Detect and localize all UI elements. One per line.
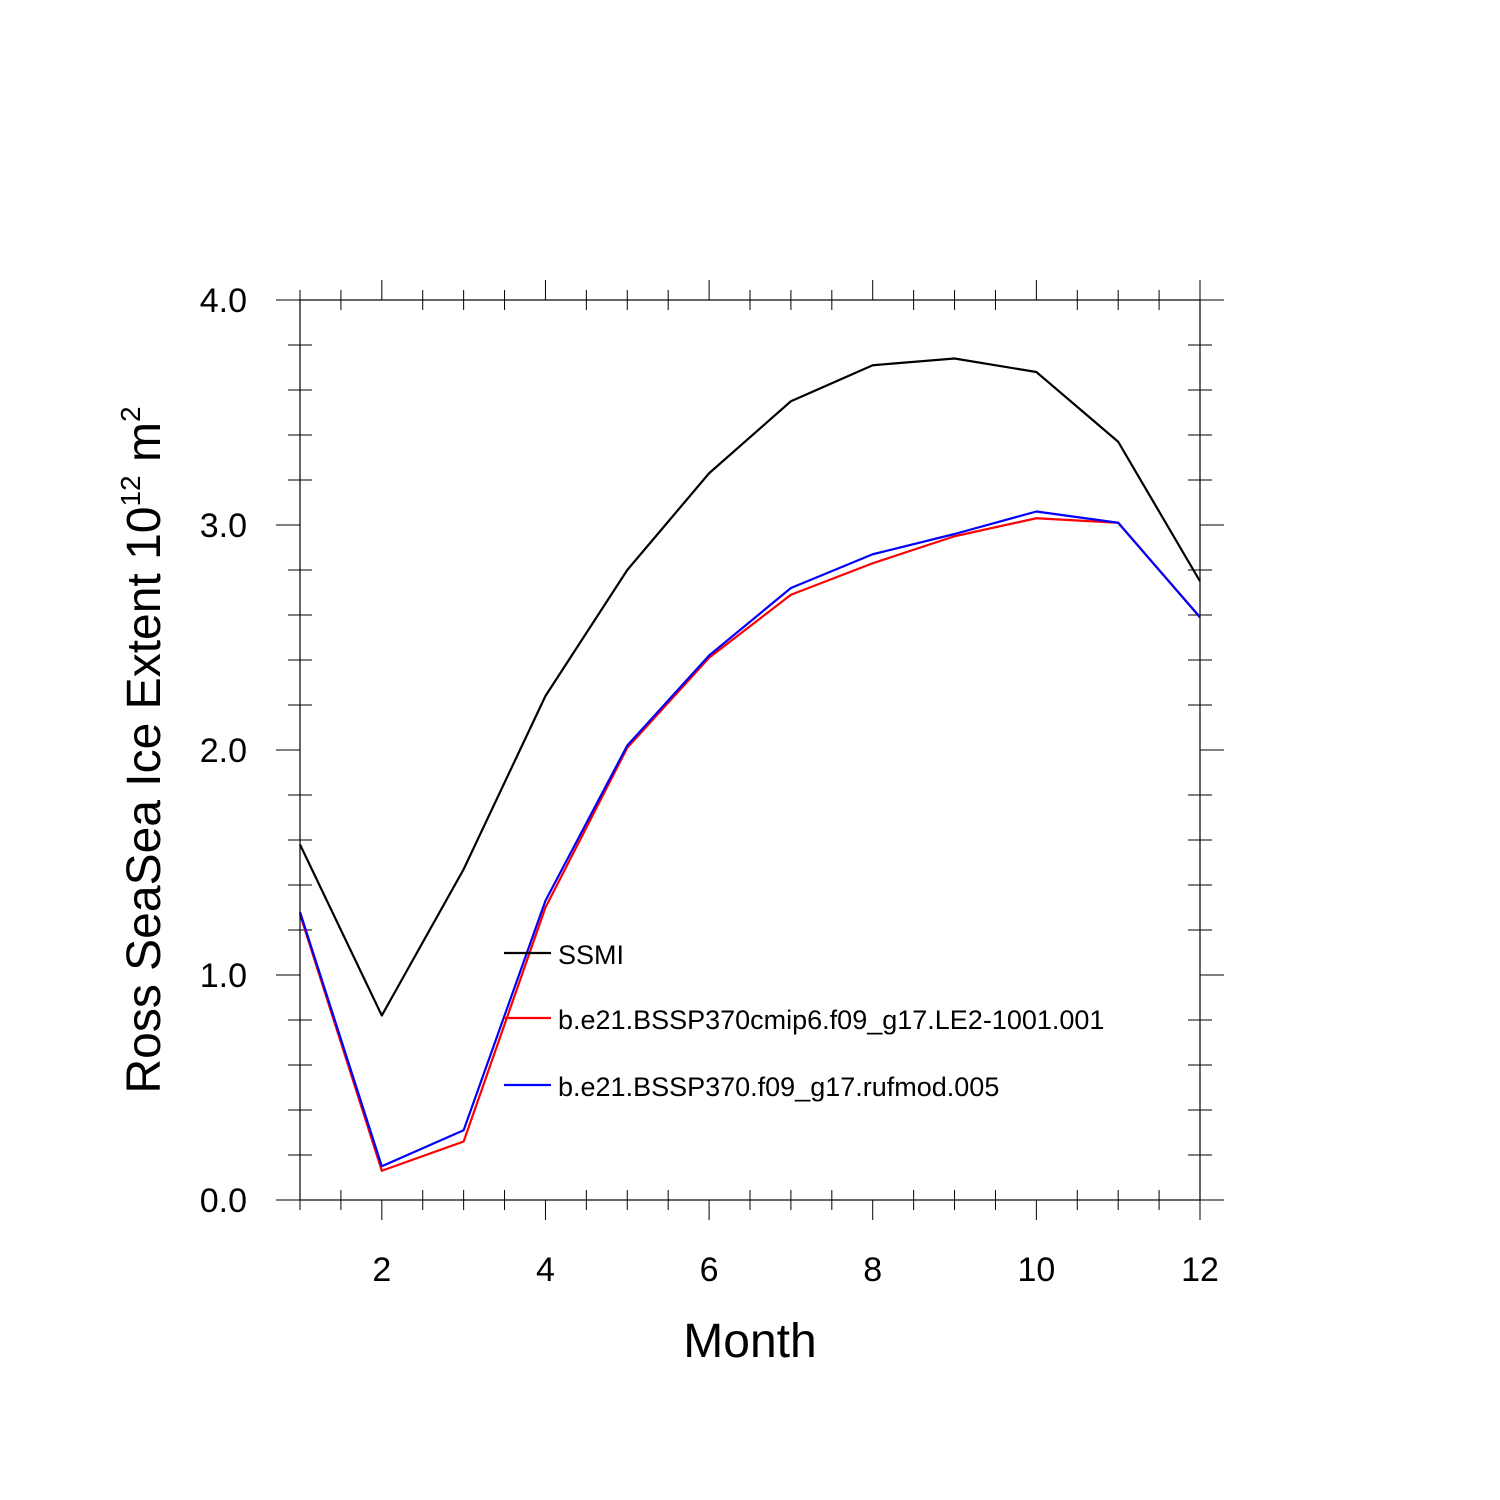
x-tick-label: 6 (700, 1251, 719, 1289)
tick-labels: 0.0 1.0 2.0 3.0 4.0 2 4 6 8 10 12 (200, 282, 1219, 1289)
x-tick-label: 2 (372, 1251, 391, 1289)
series-line-3 (298, 510, 1201, 1168)
y-tick-label: 2.0 (200, 732, 247, 770)
plot-frame (299, 299, 1201, 1201)
y-axis-label: Ross SeaSea Ice Extent 1012 m2 (115, 406, 171, 1093)
x-tick-label: 12 (1181, 1251, 1219, 1289)
y-tick-label: 3.0 (200, 507, 247, 545)
y-tick-label: 4.0 (200, 282, 247, 320)
x-tick-label: 10 (1017, 1251, 1055, 1289)
legend-label-3: b.e21.BSSP370.f09_g17.rufmod.005 (558, 1072, 999, 1102)
legend: SSMI b.e21.BSSP370cmip6.f09_g17.LE2-1001.… (504, 940, 1104, 1102)
y-axis-label-unit: m (118, 422, 171, 475)
legend-label-1: SSMI (558, 940, 624, 970)
y-axis-label-exponent-1: 12 (115, 475, 146, 506)
y-tick-label: 0.0 (200, 1182, 247, 1220)
x-tick-label: 4 (536, 1251, 555, 1289)
y-axis-label-exponent-2: 2 (115, 406, 146, 422)
series-line-2 (298, 517, 1201, 1172)
legend-label-2: b.e21.BSSP370cmip6.f09_g17.LE2-1001.001 (558, 1005, 1104, 1035)
x-tick-label: 8 (863, 1251, 882, 1289)
x-axis-label: Month (683, 1315, 816, 1368)
y-axis-label-main: Ross SeaSea Ice Extent 10 (118, 507, 171, 1094)
y-tick-label: 1.0 (200, 957, 247, 995)
series-line-1 (299, 357, 1201, 1017)
series-lines (298, 357, 1201, 1172)
